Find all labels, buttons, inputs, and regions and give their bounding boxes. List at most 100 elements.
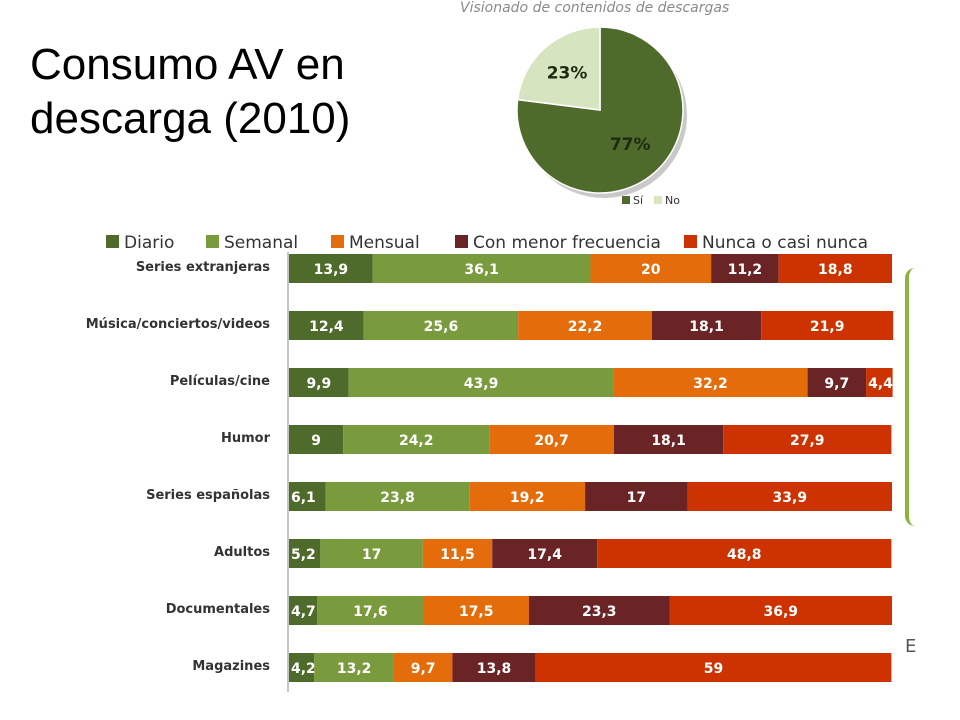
bar-segment-musica-conciertos-videos-nunca-o-casi-nunca	[761, 311, 894, 340]
legend-swatch-mensual	[331, 235, 344, 248]
bar-value-adultos-semanal: 17	[362, 547, 381, 563]
bar-value-humor-semanal: 24,2	[399, 433, 434, 449]
bar-value-adultos-diario: 5,2	[291, 547, 316, 563]
pie-chart-title: Visionado de contenidos de descargas	[460, 0, 730, 16]
bar-value-series-espanolas-diario: 6,1	[291, 490, 316, 506]
bar-segment-humor-con-menor-frecuencia	[614, 425, 724, 454]
bar-value-series-espanolas-semanal: 23,8	[380, 490, 415, 506]
side-letter: E	[905, 636, 917, 657]
bar-value-series-extranjeras-con-menor-frecuencia: 11,2	[728, 262, 763, 278]
bar-value-documentales-semanal: 17,6	[353, 604, 388, 620]
bar-segment-series-espanolas-semanal	[325, 482, 470, 511]
bar-segment-series-extranjeras-semanal	[372, 254, 591, 283]
bar-segment-series-espanolas-nunca-o-casi-nunca	[687, 482, 892, 511]
bar-segment-humor-diario	[289, 425, 344, 454]
bar-value-humor-mensual: 20,7	[534, 433, 569, 449]
bar-segment-adultos-semanal	[320, 539, 423, 568]
legend-label-nunca-o-casi-nunca: Nunca o casi nunca	[702, 233, 868, 253]
bar-value-musica-conciertos-videos-diario: 12,4	[309, 319, 344, 335]
bar-value-humor-diario: 9	[311, 433, 321, 449]
category-label-adultos: Adultos	[214, 545, 270, 560]
bar-value-magazines-diario: 4,2	[291, 661, 316, 677]
bar-value-magazines-con-menor-frecuencia: 13,8	[477, 661, 512, 677]
bar-value-humor-con-menor-frecuencia: 18,1	[651, 433, 686, 449]
bar-segment-humor-nunca-o-casi-nunca	[723, 425, 892, 454]
category-label-humor: Humor	[221, 431, 271, 446]
pie-legend-label-si: Sí	[633, 194, 644, 207]
pie-chart: 77% 23% Sí No	[516, 26, 687, 207]
bar-value-adultos-con-menor-frecuencia: 17,4	[527, 547, 562, 563]
bar-value-peliculas-cine-semanal: 43,9	[464, 376, 499, 392]
bar-value-documentales-con-menor-frecuencia: 23,3	[582, 604, 617, 620]
bar-segment-magazines-diario	[289, 653, 315, 682]
legend-swatch-nunca-o-casi-nunca	[684, 235, 697, 248]
bar-segment-documentales-diario	[289, 596, 318, 625]
bar-segment-musica-conciertos-videos-con-menor-frecuencia	[652, 311, 762, 340]
bar-value-peliculas-cine-mensual: 32,2	[693, 376, 728, 392]
legend-label-diario: Diario	[124, 233, 174, 253]
bar-segment-adultos-mensual	[422, 539, 493, 568]
bar-segment-series-extranjeras-diario	[289, 254, 373, 283]
side-decoration	[905, 268, 923, 526]
bar-segment-documentales-mensual	[423, 596, 529, 625]
legend-label-con-menor-frecuencia: Con menor frecuencia	[473, 233, 661, 253]
bar-value-magazines-semanal: 13,2	[337, 661, 372, 677]
slide-title: Consumo AV en descarga (2010)	[30, 38, 450, 146]
bar-value-series-extranjeras-semanal: 36,1	[464, 262, 499, 278]
bar-value-peliculas-cine-con-menor-frecuencia: 9,7	[824, 376, 849, 392]
bar-segment-peliculas-cine-semanal	[348, 368, 614, 397]
bar-value-adultos-mensual: 11,5	[440, 547, 475, 563]
bar-segment-musica-conciertos-videos-mensual	[518, 311, 653, 340]
bar-segment-series-espanolas-con-menor-frecuencia	[585, 482, 688, 511]
bar-value-series-espanolas-nunca-o-casi-nunca: 33,9	[773, 490, 808, 506]
bar-segment-magazines-con-menor-frecuencia	[452, 653, 536, 682]
bar-segment-series-extranjeras-mensual	[590, 254, 712, 283]
bar-segment-peliculas-cine-diario	[289, 368, 349, 397]
bar-segment-peliculas-cine-con-menor-frecuencia	[807, 368, 867, 397]
bar-segment-series-extranjeras-nunca-o-casi-nunca	[778, 254, 892, 283]
legend-label-semanal: Semanal	[224, 233, 298, 253]
pie-legend-swatch-si	[622, 196, 630, 204]
bar-value-peliculas-cine-nunca-o-casi-nunca: 4,4	[868, 376, 893, 392]
bar-value-series-extranjeras-nunca-o-casi-nunca: 18,8	[818, 262, 853, 278]
bar-value-documentales-mensual: 17,5	[459, 604, 494, 620]
bar-value-peliculas-cine-diario: 9,9	[306, 376, 331, 392]
bar-segment-series-extranjeras-con-menor-frecuencia	[711, 254, 779, 283]
bar-segment-magazines-nunca-o-casi-nunca	[535, 653, 892, 682]
bar-value-documentales-diario: 4,7	[291, 604, 316, 620]
bar-value-musica-conciertos-videos-con-menor-frecuencia: 18,1	[689, 319, 724, 335]
category-label-peliculas-cine: Películas/cine	[170, 374, 270, 389]
bar-segment-series-espanolas-mensual	[469, 482, 586, 511]
bar-value-adultos-nunca-o-casi-nunca: 48,8	[727, 547, 762, 563]
bar-segment-adultos-nunca-o-casi-nunca	[597, 539, 892, 568]
legend-swatch-diario	[106, 235, 119, 248]
bar-segment-documentales-semanal	[317, 596, 424, 625]
bar-value-series-extranjeras-diario: 13,9	[314, 262, 349, 278]
pie-legend-label-no: No	[665, 194, 680, 207]
bar-value-series-extranjeras-mensual: 20	[641, 262, 661, 278]
bar-segment-musica-conciertos-videos-semanal	[363, 311, 519, 340]
pie-label-si: 77%	[610, 135, 651, 155]
bar-value-musica-conciertos-videos-mensual: 22,2	[568, 319, 603, 335]
legend-swatch-semanal	[206, 235, 219, 248]
bar-value-magazines-nunca-o-casi-nunca: 59	[704, 661, 723, 677]
pie-legend-swatch-no	[654, 196, 662, 204]
slide-title-line-2: descarga (2010)	[30, 94, 351, 143]
bar-value-musica-conciertos-videos-nunca-o-casi-nunca: 21,9	[810, 319, 845, 335]
bar-segment-adultos-diario	[289, 539, 321, 568]
bar-value-magazines-mensual: 9,7	[411, 661, 436, 677]
bar-value-documentales-nunca-o-casi-nunca: 36,9	[763, 604, 798, 620]
category-label-series-espanolas: Series españolas	[146, 488, 270, 503]
pie-slice-no	[516, 26, 601, 111]
category-label-magazines: Magazines	[192, 659, 270, 674]
bar-value-musica-conciertos-videos-semanal: 25,6	[424, 319, 459, 335]
bar-segment-magazines-semanal	[314, 653, 394, 682]
bar-segment-documentales-nunca-o-casi-nunca	[669, 596, 892, 625]
bar-segment-humor-semanal	[343, 425, 490, 454]
bar-segment-peliculas-cine-nunca-o-casi-nunca	[866, 368, 893, 397]
bar-segment-magazines-mensual	[393, 653, 453, 682]
bar-value-series-espanolas-mensual: 19,2	[510, 490, 545, 506]
bar-segment-peliculas-cine-mensual	[613, 368, 808, 397]
bar-segment-musica-conciertos-videos-diario	[289, 311, 364, 340]
